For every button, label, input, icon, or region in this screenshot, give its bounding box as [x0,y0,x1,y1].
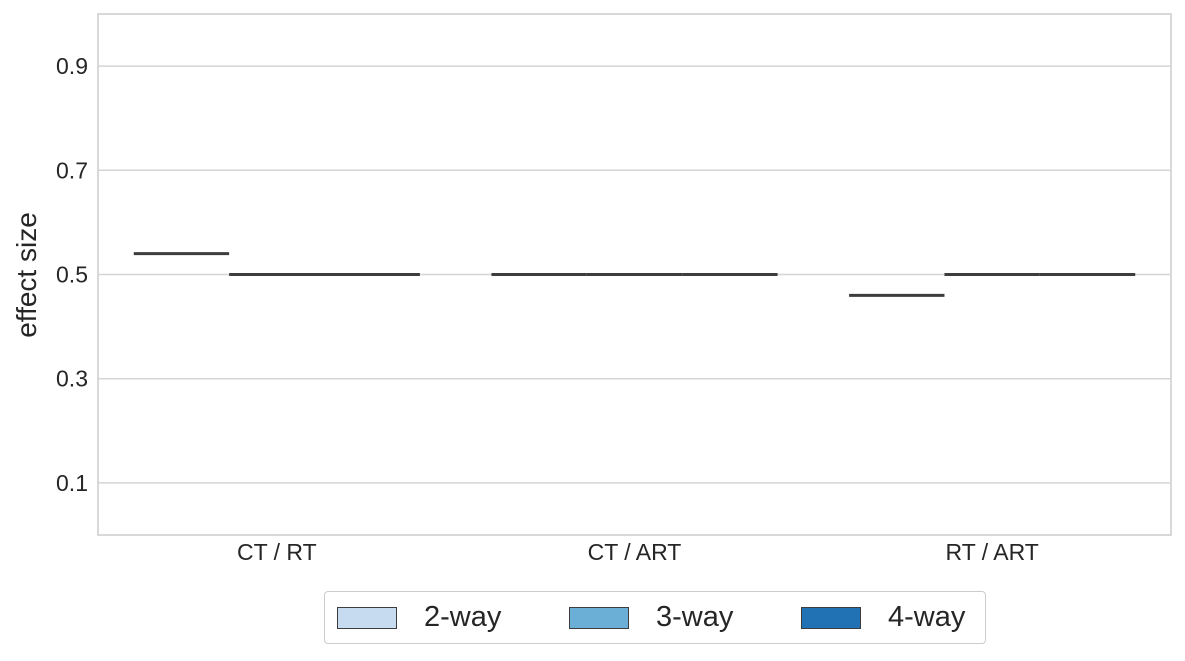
y-tick-label: 0.3 [56,366,88,392]
x-tick-label: CT / RT [237,539,317,565]
x-tick-label: CT / ART [588,539,682,565]
y-tick-label: 0.5 [56,262,88,288]
legend-label-2way: 2-way [424,601,502,633]
legend-swatch-2way [337,606,397,629]
legend: 2-way 3-way 4-way [324,591,986,644]
y-tick-labels: 0.1 0.3 0.5 0.7 0.9 [56,53,88,496]
legend-label-4way: 4-way [888,601,966,633]
legend-swatch-4way [801,606,861,629]
legend-item-4way: 4-way [801,601,965,634]
legend-swatch-3way [569,606,629,629]
x-tick-label: RT / ART [946,539,1039,565]
box-marks [133,252,1136,297]
legend-item-3way: 3-way [569,601,771,634]
y-tick-label: 0.7 [56,157,88,183]
x-tick-labels: CT / RT CT / ART RT / ART [237,539,1039,565]
legend-label-3way: 3-way [656,601,734,633]
y-tick-label: 0.9 [56,53,88,79]
legend-item-2way: 2-way [337,601,539,634]
y-axis-label: effect size [11,212,42,338]
y-tick-label: 0.1 [56,470,88,496]
